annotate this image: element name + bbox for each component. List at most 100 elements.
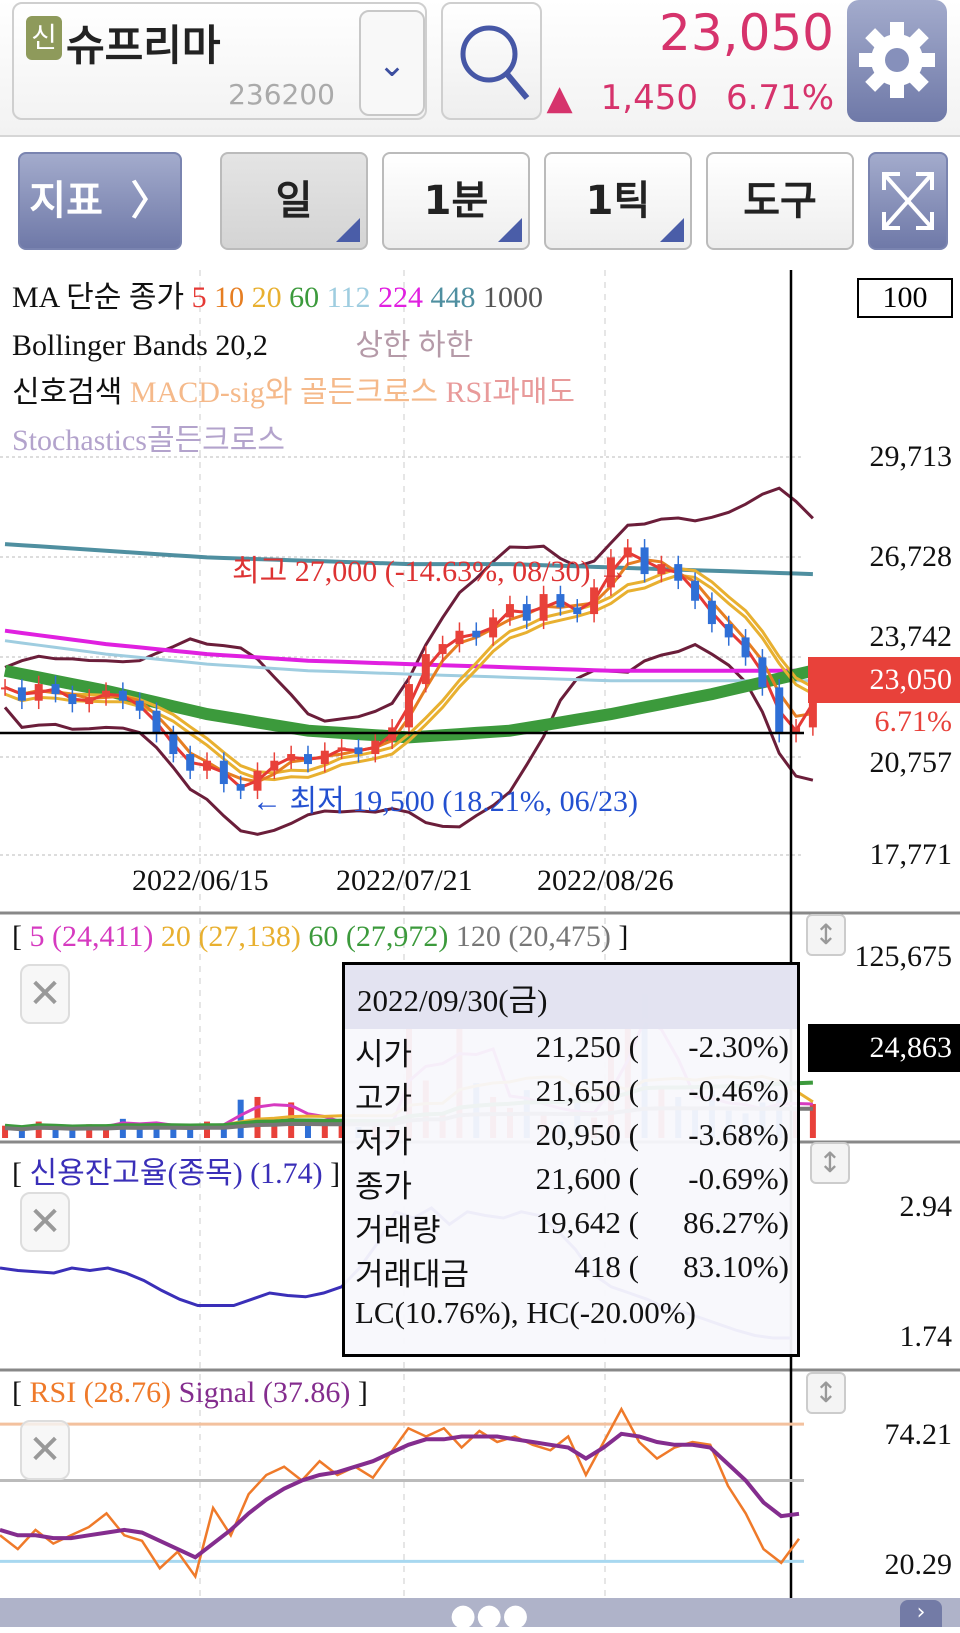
stock-dropdown-button[interactable]: ⌄: [359, 10, 425, 116]
candle-body: [303, 754, 312, 765]
tooltip-percent: -0.46%): [688, 1073, 789, 1108]
fullscreen-button[interactable]: [868, 152, 948, 250]
resize-rsi-panel-handle[interactable]: ↕: [806, 1372, 846, 1414]
volume-bar: [809, 1103, 816, 1138]
candle-body: [489, 617, 498, 638]
candle-body: [320, 750, 329, 765]
resize-volume-panel-handle[interactable]: ↕: [806, 914, 846, 956]
candle-body: [573, 607, 582, 615]
chevron-right-icon: 〉: [130, 178, 171, 224]
tab-minute[interactable]: 1분: [382, 152, 530, 250]
price-tick: 17,771: [869, 838, 953, 871]
volume-ma-legend: 60 (27,972): [308, 920, 449, 953]
candle-body: [219, 760, 228, 785]
stock-selector[interactable]: 신 슈프리마 236200 ⌄: [12, 2, 427, 120]
resize-vertical-icon: ↕: [814, 1376, 838, 1409]
tooltip-value: 19,642 (: [535, 1205, 639, 1240]
volume-legend: [ 5 (24,411) 20 (27,138) 60 (27,972) 120…: [12, 920, 629, 953]
candle-body: [724, 624, 733, 638]
price-tick: 23,742: [869, 620, 953, 653]
high-annotation: 최고 27,000 (-14.63%, 08/30) →: [232, 555, 628, 588]
bollinger-legend: Bollinger Bands 20,2 상한 하한: [12, 320, 473, 364]
price-tick: 29,713: [869, 440, 953, 473]
candle-body: [186, 754, 195, 771]
resize-credit-panel-handle[interactable]: ↕: [810, 1142, 850, 1184]
volume-bar: [321, 1125, 328, 1138]
next-button[interactable]: ›: [900, 1600, 942, 1627]
signal-macd: MACD-sig와 골든크로스: [129, 376, 439, 409]
volume-bar: [304, 1121, 311, 1138]
candle-body: [792, 727, 801, 735]
candle-body: [51, 684, 60, 695]
tooltip-percent: -2.30%): [688, 1029, 789, 1064]
ma-period: 224: [377, 281, 423, 314]
tooltip-row: 거래대금 418 (83.10%): [345, 1249, 797, 1293]
candle-body: [253, 770, 262, 791]
tab-day-label: 일: [275, 178, 313, 224]
volume-bar: [153, 1122, 160, 1138]
signal-legend-label: Signal (37.86): [178, 1376, 351, 1409]
tooltip-label: 거래대금: [355, 1257, 470, 1292]
crosshair-tooltip: 2022/09/30(금) 시가 21,250 (-2.30%) 고가 21,650 …: [342, 962, 800, 1357]
candle-body: [472, 630, 481, 638]
ma-period: 20: [251, 281, 282, 314]
date-tick: 2022/06/15: [132, 864, 269, 897]
candle-body: [758, 657, 767, 688]
tooltip-row: 시가 21,250 (-2.30%): [345, 1029, 797, 1073]
candle-body: [34, 684, 43, 701]
volume-bar: [271, 1117, 278, 1138]
candle-body: [203, 760, 212, 771]
volume-bar: [69, 1129, 76, 1138]
zoom-level-box[interactable]: 100: [857, 278, 953, 318]
tools-label: 도구: [743, 178, 817, 224]
corner-triangle-icon: [660, 218, 684, 242]
candle-body: [539, 594, 548, 621]
current-volume-label: 24,863: [808, 1024, 960, 1072]
candle-body: [68, 694, 77, 705]
search-button[interactable]: [441, 2, 542, 120]
tab-day[interactable]: 일: [220, 152, 368, 250]
volume-bar: [18, 1128, 25, 1138]
ma-legend: MA 단순 종가 5 10 20 60 112 224 448 1000: [12, 272, 543, 316]
rsi-legend-label: RSI (28.76): [29, 1376, 172, 1409]
boll-lower-label: 하한: [418, 329, 474, 362]
close-icon: ✕: [28, 971, 62, 1017]
tooltip-lc-hc: LC(10.76%), HC(-20.00%): [355, 1295, 696, 1330]
close-volume-panel-button[interactable]: ✕: [20, 964, 70, 1024]
tooltip-row: 고가 21,650 (-0.46%): [345, 1073, 797, 1117]
stock-header: 신 슈프리마 236200 ⌄ 23,050 ▲ 1,450 6.71%: [0, 0, 960, 137]
candle-body: [657, 564, 666, 575]
volume-ma-legend: 120 (20,475): [455, 920, 611, 953]
tooltip-label: 저가: [355, 1125, 413, 1160]
candle-body: [775, 687, 784, 735]
tab-minute-label: 1분: [423, 178, 489, 224]
candle-body: [606, 557, 615, 588]
bollinger-label: Bollinger Bands 20,2: [12, 329, 268, 362]
candle-body: [590, 587, 599, 615]
ma-period: 1000: [482, 281, 543, 314]
indicator-button[interactable]: 지표 〉: [18, 152, 182, 250]
tools-button[interactable]: 도구: [706, 152, 854, 250]
tooltip-percent: -3.68%): [688, 1117, 789, 1152]
ma-period: 448: [430, 281, 476, 314]
volume-bar: [220, 1124, 227, 1138]
price-tick: 26,728: [869, 540, 953, 573]
ma224-line: [4, 628, 813, 673]
tooltip-row: 종가 21,600 (-0.69%): [345, 1161, 797, 1205]
tooltip-value: 20,950 (: [535, 1117, 639, 1152]
ma-period: 5: [191, 281, 207, 314]
rsi-line: [0, 1406, 801, 1580]
close-credit-panel-button[interactable]: ✕: [20, 1192, 70, 1252]
candle-body: [808, 679, 817, 728]
bottom-scroll-bar[interactable]: ●●● ›: [0, 1598, 960, 1631]
candle-body: [674, 564, 683, 581]
settings-button[interactable]: [843, 0, 951, 122]
close-rsi-panel-button[interactable]: ✕: [20, 1420, 70, 1480]
tooltip-value: 21,650 (: [535, 1073, 639, 1108]
date-tick: 2022/08/26: [537, 864, 674, 897]
tab-tick[interactable]: 1틱: [544, 152, 692, 250]
stochastics-legend: Stochastics골든크로스: [12, 424, 285, 457]
credit-legend-label: 신용잔고율(종목) (1.74): [29, 1157, 323, 1190]
candle-body: [102, 690, 111, 698]
credit-axis-top: 2.94: [899, 1190, 953, 1223]
